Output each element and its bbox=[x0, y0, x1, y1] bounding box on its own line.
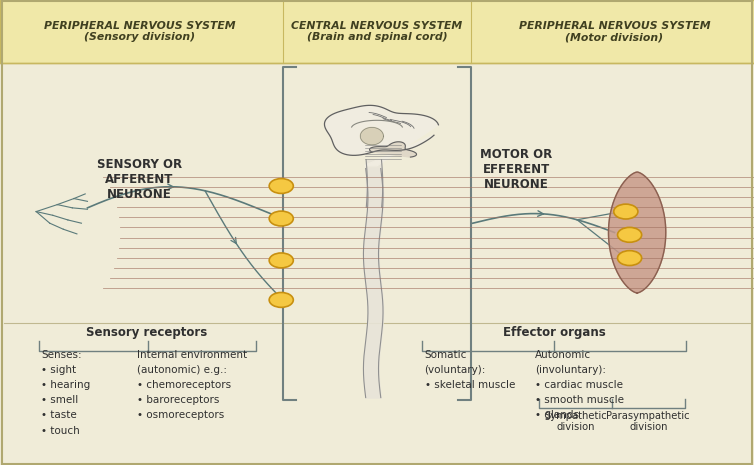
Polygon shape bbox=[324, 106, 438, 166]
Text: Parasympathetic
division: Parasympathetic division bbox=[606, 411, 690, 432]
Circle shape bbox=[614, 204, 638, 219]
Text: Senses:
• sight
• hearing
• smell
• taste
• touch: Senses: • sight • hearing • smell • tast… bbox=[41, 350, 90, 436]
Text: Somatic
(voluntary):
• skeletal muscle: Somatic (voluntary): • skeletal muscle bbox=[425, 350, 515, 390]
Circle shape bbox=[269, 179, 293, 193]
Text: Autonomic
(involuntary):
• cardiac muscle
• smooth muscle
• glands: Autonomic (involuntary): • cardiac muscl… bbox=[535, 350, 624, 420]
Text: MOTOR OR
EFFERENT
NEURONE: MOTOR OR EFFERENT NEURONE bbox=[480, 148, 553, 191]
Text: SENSORY OR
AFFERENT
NEURONE: SENSORY OR AFFERENT NEURONE bbox=[97, 158, 182, 200]
Text: PERIPHERAL NERVOUS SYSTEM
(Motor division): PERIPHERAL NERVOUS SYSTEM (Motor divisio… bbox=[519, 20, 710, 42]
Text: Effector organs: Effector organs bbox=[503, 326, 605, 339]
Text: Internal environment
(autonomic) e.g.:
• chemoreceptors
• baroreceptors
• osmore: Internal environment (autonomic) e.g.: •… bbox=[137, 350, 247, 420]
Circle shape bbox=[269, 253, 293, 268]
Text: Sympathetic
division: Sympathetic division bbox=[544, 411, 607, 432]
Circle shape bbox=[618, 251, 642, 266]
Text: PERIPHERAL NERVOUS SYSTEM
(Sensory division): PERIPHERAL NERVOUS SYSTEM (Sensory divis… bbox=[44, 20, 235, 42]
Text: CENTRAL NERVOUS SYSTEM
(Brain and spinal cord): CENTRAL NERVOUS SYSTEM (Brain and spinal… bbox=[291, 20, 463, 42]
Text: Sensory receptors: Sensory receptors bbox=[87, 326, 207, 339]
Circle shape bbox=[269, 211, 293, 226]
Polygon shape bbox=[608, 172, 666, 293]
Bar bbox=[0, 0, 754, 63]
Circle shape bbox=[618, 227, 642, 242]
Circle shape bbox=[269, 292, 293, 307]
Polygon shape bbox=[369, 142, 416, 157]
Polygon shape bbox=[360, 127, 384, 145]
